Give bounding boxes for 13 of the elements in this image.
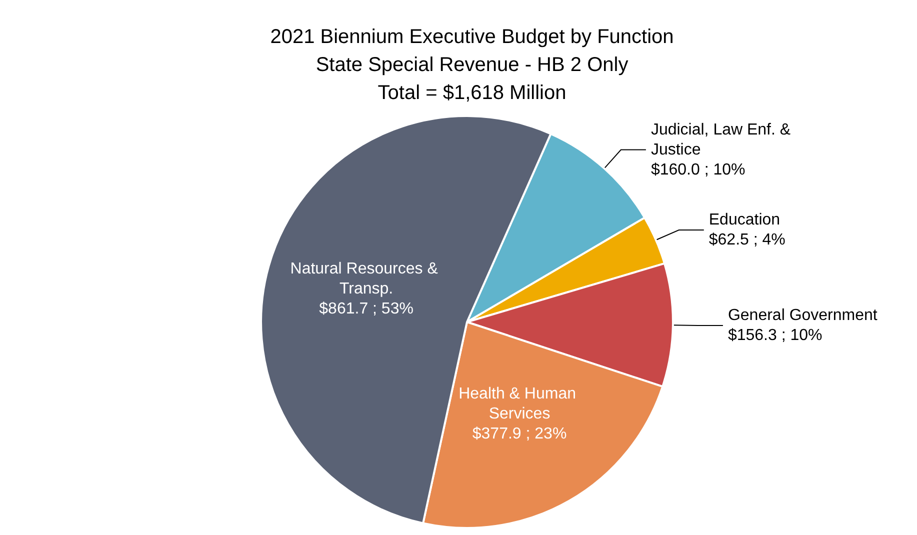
data-label: $861.7 ; 53% [319,300,414,318]
data-label: $62.5 ; 4% [708,232,786,249]
chart-subtitle: State Special Revenue - HB 2 Only [316,54,628,76]
slice-label: Natural Resources & Transp. [290,260,442,298]
slice-label: Education [708,212,780,229]
data-label: $156.3 ; 10% [728,327,822,344]
text: Total = $1,618 Million [378,82,566,104]
slice-label: Health & Human Services [458,386,580,423]
data-label: $160.0 ; 10% [650,161,746,178]
slice-label: General Government [728,307,878,324]
slice-label: Judicial, Law Enf. & Justice [650,121,796,158]
data-label: $377.9 ; 23% [472,426,567,443]
chart-title: 2021 Biennium Executive Budget by Function [270,26,674,48]
